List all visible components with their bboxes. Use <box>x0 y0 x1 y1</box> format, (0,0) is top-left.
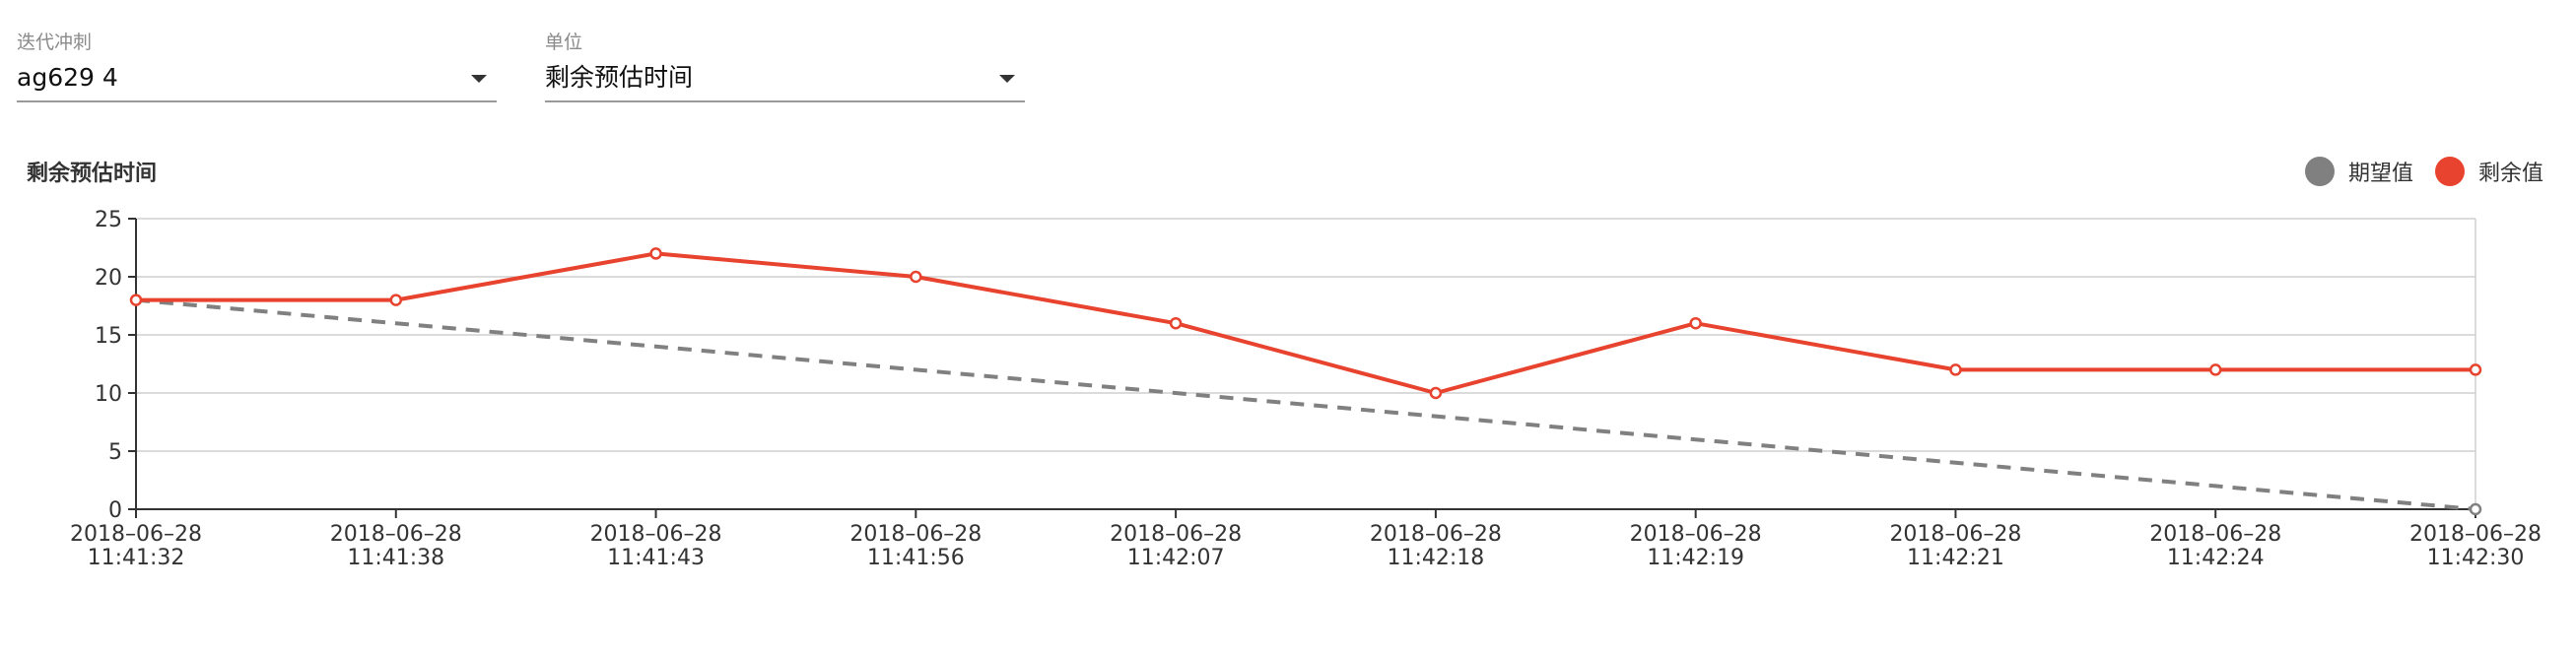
remaining-data-point <box>1949 363 1962 376</box>
y-tick-label: 5 <box>108 440 122 465</box>
y-tick-label: 25 <box>95 208 122 232</box>
unit-select[interactable]: 剩余预估时间 <box>545 61 1025 102</box>
remaining-data-point <box>2469 363 2482 376</box>
unit-select-value: 剩余预估时间 <box>545 63 694 92</box>
legend-item-remaining[interactable]: 剩余值 <box>2434 156 2543 187</box>
remaining-data-point <box>649 247 662 260</box>
legend-label: 期望值 <box>2347 162 2413 186</box>
remaining-data-point <box>1169 316 1183 330</box>
sprint-filter: 迭代冲刺 ag629 4 <box>17 28 497 102</box>
chevron-down-icon <box>999 75 1015 83</box>
remaining-series-line <box>136 251 2475 395</box>
x-tick-label: 2018–06–28 11:42:18 <box>1370 522 1502 570</box>
x-tick-label: 2018–06–28 11:42:24 <box>2149 522 2281 570</box>
x-tick-label: 2018–06–28 11:42:07 <box>1110 522 1242 570</box>
y-tick-label: 10 <box>95 382 122 407</box>
remaining-data-point <box>910 270 922 284</box>
expected-data-point <box>2469 502 2482 516</box>
legend-marker-icon <box>2434 157 2465 186</box>
remaining-data-point <box>1429 386 1443 400</box>
unit-filter: 单位 剩余预估时间 <box>545 28 1025 102</box>
legend-label: 剩余值 <box>2477 162 2543 186</box>
remaining-data-point <box>129 294 143 306</box>
x-tick-label: 2018–06–28 11:42:19 <box>1630 522 1762 570</box>
y-tick-label: 15 <box>95 324 122 349</box>
x-tick-label: 2018–06–28 11:41:43 <box>590 522 722 570</box>
y-tick-label: 0 <box>108 498 122 523</box>
x-tick-label: 2018–06–28 11:41:32 <box>70 522 202 570</box>
x-tick-label: 2018–06–28 11:42:21 <box>1889 522 2021 570</box>
sprint-select[interactable]: ag629 4 <box>17 61 497 102</box>
chevron-down-icon <box>471 75 487 83</box>
sprint-select-value: ag629 4 <box>17 63 118 92</box>
remaining-data-point <box>1689 316 1702 330</box>
legend-marker-icon <box>2304 157 2335 186</box>
remaining-data-point <box>2208 363 2222 376</box>
chart-title: 剩余预估时间 <box>27 162 158 186</box>
chart-legend: 期望值 剩余值 <box>2283 156 2543 187</box>
x-tick-label: 2018–06–28 11:41:38 <box>330 522 462 570</box>
unit-filter-label: 单位 <box>545 32 583 53</box>
legend-item-expected[interactable]: 期望值 <box>2304 156 2413 187</box>
sprint-filter-label: 迭代冲刺 <box>17 32 93 53</box>
y-tick-label: 20 <box>95 266 122 291</box>
remaining-data-point <box>389 294 403 306</box>
x-tick-label: 2018–06–28 11:41:56 <box>849 522 982 570</box>
x-tick-label: 2018–06–28 11:42:30 <box>2409 522 2542 570</box>
expected-series-line <box>135 297 2476 511</box>
